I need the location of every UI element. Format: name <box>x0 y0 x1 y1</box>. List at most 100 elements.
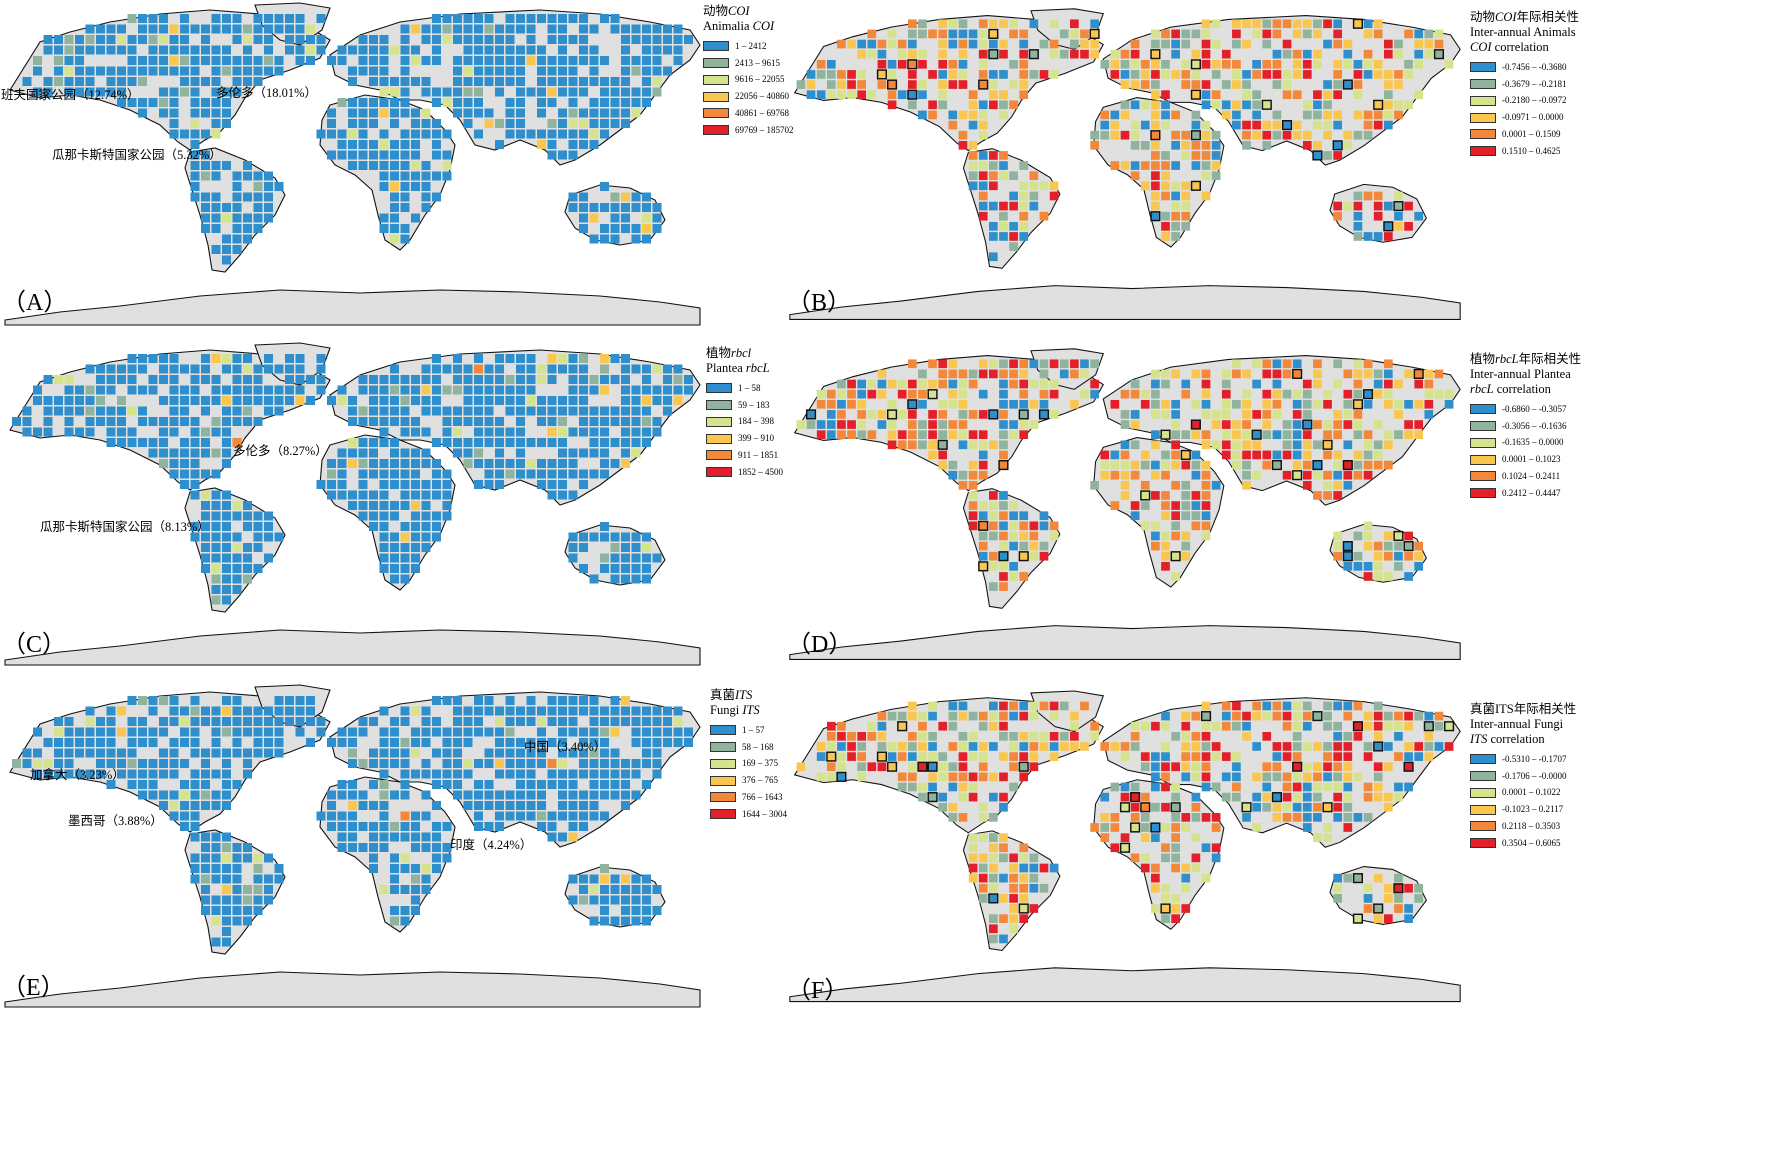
grid-cell <box>558 790 567 800</box>
grid-cell <box>1313 399 1322 409</box>
grid-cell <box>1343 410 1353 419</box>
grid-cell <box>1171 843 1180 853</box>
grid-cell <box>1009 924 1018 934</box>
grid-cell <box>663 35 672 44</box>
grid-cell <box>642 45 651 55</box>
grid-cell <box>1009 171 1018 181</box>
grid-cell <box>369 780 378 789</box>
grid-cell <box>589 108 599 118</box>
grid-cell <box>1029 883 1039 893</box>
grid-cell <box>621 916 630 926</box>
grid-cell <box>1404 420 1413 429</box>
legend-item: -0.2180 – -0.0972 <box>1470 94 1579 109</box>
grid-cell <box>379 490 389 500</box>
grid-cell <box>610 532 620 542</box>
grid-cell <box>558 727 567 737</box>
grid-cell <box>411 45 420 55</box>
grid-cell <box>421 364 431 374</box>
grid-cell <box>327 801 336 810</box>
grid-cell <box>1252 379 1261 389</box>
grid-cell <box>526 780 536 789</box>
grid-cell <box>337 811 347 821</box>
grid-cell <box>1039 883 1049 893</box>
grid-cell <box>159 769 168 779</box>
grid-cell <box>285 706 294 716</box>
grid-cell <box>463 77 473 86</box>
grid-cell <box>1201 130 1211 140</box>
grid-cell <box>568 150 578 160</box>
grid-cell <box>652 769 662 779</box>
grid-cell <box>1120 70 1130 79</box>
grid-cell <box>358 790 368 800</box>
grid-cell <box>379 459 389 468</box>
grid-cell <box>1140 389 1150 399</box>
grid-cell <box>358 140 368 149</box>
grid-cell <box>484 780 494 789</box>
grid-cell <box>978 70 988 79</box>
grid-cell <box>411 564 420 573</box>
grid-cell <box>610 192 620 202</box>
grid-cell <box>379 396 389 405</box>
grid-cell <box>190 532 200 542</box>
grid-cell <box>369 56 378 65</box>
grid-cell <box>1191 29 1201 39</box>
grid-cell <box>400 480 410 489</box>
grid-cell <box>1232 440 1241 450</box>
grid-cell <box>243 706 252 716</box>
grid-cell <box>1333 772 1343 782</box>
grid-cell <box>1313 29 1322 39</box>
grid-cell <box>495 45 504 55</box>
grid-cell <box>1272 813 1282 822</box>
grid-cell <box>106 738 116 747</box>
grid-cell <box>243 77 252 86</box>
grid-cell <box>64 87 74 97</box>
grid-cell <box>1434 29 1444 39</box>
grid-cell <box>232 874 242 884</box>
grid-cell <box>1252 90 1261 100</box>
grid-cell <box>442 438 452 447</box>
grid-cell <box>1272 772 1282 782</box>
grid-cell <box>1272 389 1282 399</box>
grid-cell <box>516 469 525 479</box>
grid-cell <box>928 772 937 782</box>
grid-cell <box>684 738 693 747</box>
grid-cell <box>222 56 231 65</box>
grid-cell <box>54 66 63 76</box>
grid-cell <box>837 762 846 772</box>
grid-cell <box>1394 80 1403 89</box>
grid-cell <box>505 427 515 437</box>
grid-cell <box>96 769 105 779</box>
grid-cell <box>948 813 958 822</box>
grid-cell <box>631 56 641 65</box>
grid-cell <box>989 90 998 100</box>
grid-cell <box>432 843 441 852</box>
grid-cell <box>1130 410 1140 419</box>
grid-cell <box>1171 914 1180 923</box>
grid-cell <box>495 364 504 374</box>
grid-cell <box>285 35 294 44</box>
legend-title: 植物rbcL年际相关性 <box>1470 352 1582 366</box>
grid-cell <box>169 748 179 758</box>
grid-cell <box>474 56 483 65</box>
grid-cell <box>1181 379 1191 389</box>
grid-cell <box>1171 430 1180 440</box>
grid-cell <box>1353 221 1363 231</box>
grid-cell <box>64 56 74 65</box>
grid-cell <box>1049 39 1059 49</box>
grid-cell <box>999 110 1008 120</box>
grid-cell <box>1383 80 1393 89</box>
grid-cell <box>796 420 806 429</box>
grid-cell <box>1029 171 1039 181</box>
grid-cell <box>232 895 242 905</box>
grid-cell <box>400 417 410 426</box>
grid-cell <box>568 801 578 810</box>
legend-item: 0.0001 – 0.1509 <box>1470 127 1579 142</box>
grid-cell <box>1130 822 1141 833</box>
grid-cell <box>106 727 116 737</box>
grid-cell <box>264 35 273 44</box>
grid-cell <box>537 759 546 768</box>
legend-swatch <box>706 450 732 461</box>
grid-cell <box>589 916 599 926</box>
grid-cell <box>390 417 399 426</box>
grid-cell <box>1414 211 1424 221</box>
